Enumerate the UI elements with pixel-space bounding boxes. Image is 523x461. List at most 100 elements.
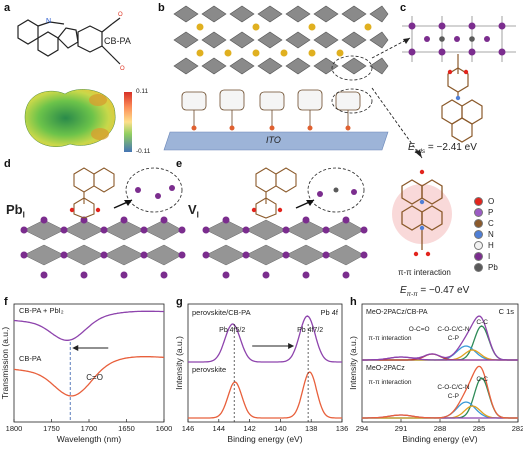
legend-swatch xyxy=(474,230,483,239)
panel-label-c: c xyxy=(400,2,407,14)
legend-atom-i: I xyxy=(474,251,520,262)
x-tick-label: 138 xyxy=(305,424,318,433)
legend-swatch xyxy=(474,263,483,272)
plot-frame xyxy=(13,303,165,423)
peak-label-4f52: Pb 4f5/2 xyxy=(219,327,245,334)
series-label-bottom: perovskite xyxy=(192,365,226,374)
ito-label: ITO xyxy=(266,135,281,145)
x-tick-label: 140 xyxy=(274,424,287,433)
chart-xps-pb4f: 146 144 142 140 138 136 Binding energy (eV) Int… xyxy=(174,303,349,444)
series-label-top: CB-PA + PbI₂ xyxy=(19,306,64,315)
molecule-name: CB-PA xyxy=(104,36,131,46)
panel-label-f: f xyxy=(4,296,8,308)
legend-label: C xyxy=(488,219,494,228)
x-tick-label: 136 xyxy=(336,424,349,433)
chart-ftir: 1800 1750 1700 1650 1600 Wavelength (nm) Trans… xyxy=(0,303,172,444)
shift-arrowhead xyxy=(72,345,79,351)
legend-atom-pb: Pb xyxy=(474,262,520,273)
legend-swatch xyxy=(474,208,483,217)
series-label-top: MeO-2PACz/CB-PA xyxy=(366,309,428,316)
defect-label-vi: VI xyxy=(188,202,199,220)
x-tick-label: 291 xyxy=(395,424,408,433)
adsorption-energy: Eads = −2.41 eV xyxy=(408,142,477,155)
y-axis-label: Intensity (a.u.) xyxy=(174,336,184,390)
label-pipi-top: π-π interaction xyxy=(369,335,412,342)
svg-text:O: O xyxy=(120,66,125,72)
legend-atom-o: O xyxy=(474,196,520,207)
y-axis-label: Transmission (a.u.) xyxy=(0,327,10,400)
x-tick-label: 146 xyxy=(182,424,195,433)
colorbar-min: -0.11 xyxy=(136,148,151,155)
label-cc-bottom: C-C xyxy=(476,376,488,383)
series-line-bottom xyxy=(13,356,165,397)
perovskite-interface-model xyxy=(163,5,389,151)
label-cc-top: C-C xyxy=(476,319,488,326)
electrostatic-potential-map xyxy=(24,89,116,147)
pi-stack-model xyxy=(392,169,452,257)
defect-label-pbi: PbI xyxy=(6,202,25,220)
legend-swatch xyxy=(474,252,483,261)
x-tick-label: 288 xyxy=(434,424,447,433)
x-tick-label: 1800 xyxy=(6,424,23,433)
series-line-bottom xyxy=(188,371,342,419)
panel-label-h: h xyxy=(350,296,357,308)
molecule-structure: N O O xyxy=(17,12,125,72)
label-pipi-bottom: π-π interaction xyxy=(369,379,412,386)
x-tick-label: 285 xyxy=(473,424,486,433)
legend-label: O xyxy=(488,197,495,206)
label-coc-top: C-O-C/C-N xyxy=(437,326,469,333)
legend-label: N xyxy=(488,230,494,239)
panel-label-e: e xyxy=(176,158,183,170)
x-tick-label: 1700 xyxy=(81,424,98,433)
colorbar xyxy=(124,92,132,152)
plot-frame xyxy=(187,303,343,423)
legend-swatch xyxy=(474,241,483,250)
series-line-top xyxy=(13,310,165,341)
atom-legend: O P C N H I Pb xyxy=(474,196,520,273)
legend-label: I xyxy=(488,252,491,261)
chart-xps-c1s: 294 291 288 285 282 Binding energy (eV) Intens… xyxy=(348,303,523,444)
series-line-top xyxy=(188,315,342,363)
x-tick-label: 1650 xyxy=(118,424,135,433)
colorbar-max: 0.11 xyxy=(136,88,149,95)
legend-swatch xyxy=(474,197,483,206)
series-label-bottom: MeO-2PACz xyxy=(366,365,405,372)
x-tick-label: 142 xyxy=(243,424,256,433)
panel-label-b: b xyxy=(158,2,165,14)
chart-title: Pb 4f xyxy=(320,308,338,317)
label-coc-bottom: C-O-C/C-N xyxy=(437,384,469,391)
legend-atom-p: P xyxy=(474,207,520,218)
legend-label: Pb xyxy=(488,263,498,272)
vi-defect-model xyxy=(202,167,368,279)
series-label-bottom: CB-PA xyxy=(19,354,41,363)
panel-label-d: d xyxy=(4,158,11,170)
connector-arrows xyxy=(371,37,423,159)
legend-swatch xyxy=(474,219,483,228)
x-tick-label: 294 xyxy=(356,424,369,433)
label-cp-bottom: C-P xyxy=(448,393,459,400)
peak-label-4f72: Pb 4f7/2 xyxy=(297,327,323,334)
legend-atom-h: H xyxy=(474,240,520,251)
series-line-bottom xyxy=(362,365,518,419)
panel-label-a: a xyxy=(4,2,11,14)
pi-interaction-label: π-π interaction xyxy=(398,268,451,277)
chart-title: C 1s xyxy=(499,307,515,316)
y-axis-label: Intensity (a.u.) xyxy=(348,336,358,390)
label-ocoo-top: O-C=O xyxy=(409,326,430,333)
x-tick-label: 282 xyxy=(512,424,523,433)
adsorption-model xyxy=(402,16,516,143)
series-label-top: perovskite/CB-PA xyxy=(192,308,251,317)
legend-atom-n: N xyxy=(474,229,520,240)
legend-label: P xyxy=(488,208,494,217)
peak-annotation: C=O xyxy=(86,373,103,382)
pbi-defect-model xyxy=(20,167,186,279)
shift-arrowhead xyxy=(288,343,295,349)
x-axis-label: Wavelength (nm) xyxy=(57,434,122,444)
pi-stack-energy: Eπ-π = −0.47 eV xyxy=(400,285,470,298)
legend-atom-c: C xyxy=(474,218,520,229)
legend-label: H xyxy=(488,241,494,250)
svg-text:O: O xyxy=(118,12,123,18)
series-line-top xyxy=(362,315,518,361)
x-axis-label: Binding energy (eV) xyxy=(227,434,302,444)
x-axis-label: Binding energy (eV) xyxy=(402,434,477,444)
